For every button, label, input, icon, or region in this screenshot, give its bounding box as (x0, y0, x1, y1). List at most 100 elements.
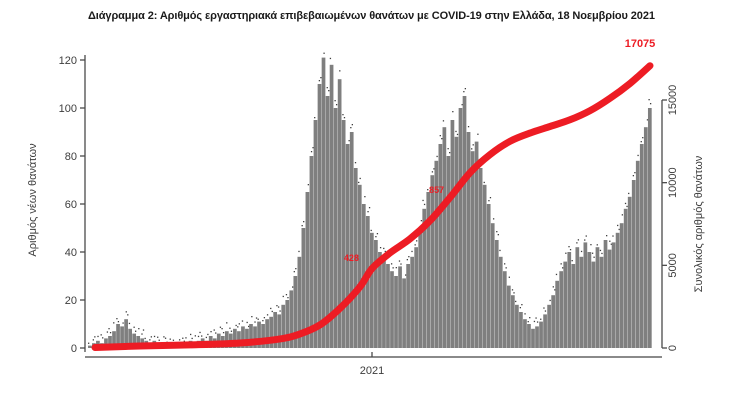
bar-value-speck (576, 242, 578, 244)
daily-deaths-bar (406, 264, 410, 348)
bar-value-speck (88, 342, 90, 344)
daily-deaths-bar (325, 96, 330, 348)
bar-value-speck (383, 247, 385, 250)
daily-deaths-bar (539, 321, 543, 348)
bar-value-speck (519, 307, 522, 309)
bar-value-speck (504, 263, 506, 265)
bar-value-speck (606, 235, 608, 237)
bar-value-speck (568, 246, 570, 248)
bar-value-speck (379, 247, 382, 249)
daily-deaths-bar (635, 160, 640, 348)
bar-value-speck (158, 339, 160, 341)
bar-value-speck (190, 333, 192, 336)
right-axis-tick-label: 0 (667, 345, 679, 351)
bar-value-speck (282, 295, 284, 298)
bar-value-speck (499, 249, 501, 252)
bar-value-speck (544, 310, 547, 312)
bar-value-speck (552, 286, 554, 288)
daily-deaths-bar (305, 192, 310, 348)
daily-deaths-bar (257, 321, 261, 348)
x-axis-year-label: 2021 (360, 365, 384, 377)
left-axis-tick-label: 100 (59, 103, 77, 115)
bar-value-speck (416, 240, 418, 242)
bar-value-speck (367, 211, 369, 213)
bar-value-speck (624, 202, 627, 205)
bar-value-speck (122, 322, 124, 324)
daily-deaths-bar (535, 326, 539, 348)
bar-value-speck (554, 289, 556, 291)
bar-value-speck (370, 229, 372, 232)
bar-value-speck (221, 328, 223, 330)
daily-deaths-bar (112, 331, 116, 348)
bar-value-speck (463, 91, 465, 93)
daily-deaths-bar (599, 256, 604, 348)
bar-value-speck (452, 111, 454, 113)
daily-deaths-bar (531, 328, 535, 348)
bar-value-speck (577, 239, 580, 241)
bar-value-speck (496, 231, 498, 233)
daily-deaths-bar (583, 242, 588, 348)
daily-deaths-bar (498, 256, 503, 348)
bar-value-speck (375, 236, 377, 238)
bar-value-speck (298, 250, 300, 253)
daily-deaths-bar (249, 324, 253, 348)
bar-value-speck (97, 335, 99, 338)
daily-deaths-bar (333, 108, 338, 348)
bar-value-speck (164, 337, 167, 339)
bar-value-speck (210, 331, 212, 333)
bar-value-speck (508, 276, 510, 278)
bar-value-speck (149, 339, 151, 341)
bar-value-speck (560, 263, 562, 265)
bar-value-speck (489, 197, 492, 199)
bar-value-speck (488, 200, 490, 202)
bar-value-speck (405, 274, 407, 276)
bar-value-speck (610, 243, 612, 245)
bar-value-speck (183, 340, 185, 342)
daily-deaths-bar (374, 240, 378, 348)
bar-value-speck (191, 337, 193, 340)
daily-deaths-bar (615, 232, 620, 348)
bar-value-speck (339, 70, 341, 72)
bar-value-speck (307, 184, 310, 186)
daily-deaths-bar (289, 290, 294, 348)
daily-deaths-bar (619, 223, 624, 348)
chart-title: Διάγραμμα 2: Αριθμός εργαστηριακά επιβεβ… (88, 10, 655, 22)
bar-value-speck (571, 260, 573, 262)
bar-value-speck (596, 244, 598, 246)
bar-value-speck (649, 103, 652, 105)
bar-value-speck (213, 329, 215, 331)
bar-value-speck (555, 273, 558, 276)
bar-value-speck (634, 172, 636, 174)
daily-deaths-bar (378, 252, 382, 348)
daily-deaths-bar (422, 208, 427, 348)
daily-deaths-bar (301, 228, 306, 348)
daily-deaths-bar (265, 319, 269, 348)
daily-deaths-bar (269, 316, 273, 348)
bar-value-speck (626, 205, 628, 208)
daily-deaths-bar (486, 204, 491, 348)
daily-deaths-bar (313, 120, 318, 348)
bar-value-speck (640, 141, 642, 143)
daily-deaths-bar (627, 196, 632, 348)
bar-value-speck (270, 307, 272, 310)
bar-value-speck (172, 339, 175, 341)
bar-value-speck (230, 330, 233, 332)
bar-value-speck (439, 135, 441, 137)
bar-value-speck (461, 104, 463, 106)
bar-value-speck (442, 120, 445, 122)
bar-value-speck (535, 317, 537, 319)
bar-value-speck (157, 336, 159, 338)
bar-value-speck (100, 334, 102, 336)
bar-value-speck (142, 329, 145, 331)
bar-value-speck (569, 249, 572, 251)
bar-value-speck (505, 267, 507, 269)
bar-value-speck (215, 332, 217, 334)
bar-value-speck (117, 321, 120, 323)
daily-deaths-bar (349, 132, 354, 348)
bar-value-speck (376, 233, 379, 235)
bar-value-speck (248, 325, 250, 328)
daily-deaths-bar (116, 324, 120, 348)
bar-value-speck (125, 311, 127, 313)
bar-value-speck (601, 252, 603, 255)
